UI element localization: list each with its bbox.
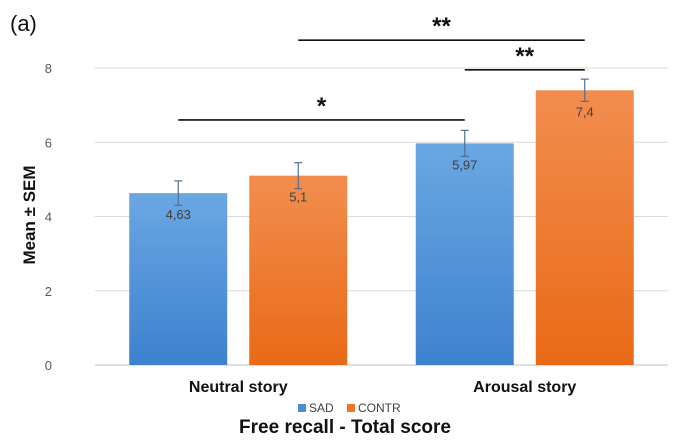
error-bars bbox=[174, 78, 589, 206]
y-tick-label: 8 bbox=[45, 61, 52, 76]
category-label: Arousal story bbox=[473, 379, 576, 396]
y-axis-title: Mean ± SEM bbox=[20, 165, 39, 264]
bar-sad bbox=[415, 143, 514, 365]
legend-label-sad: SAD bbox=[309, 401, 334, 415]
data-label: 4,63 bbox=[166, 207, 191, 222]
significance-brackets: ***** bbox=[178, 13, 585, 121]
category-label: Neutral story bbox=[189, 379, 288, 396]
significance-stars: ** bbox=[515, 43, 534, 70]
data-label: 5,97 bbox=[452, 157, 477, 172]
bar-contr bbox=[249, 175, 348, 365]
y-tick-label: 6 bbox=[45, 135, 52, 150]
panel-label: (a) bbox=[10, 11, 37, 36]
data-label: 7,4 bbox=[576, 104, 594, 119]
x-axis-title: Free recall - Total score bbox=[239, 417, 451, 438]
y-axis-ticks: 0 2 4 6 8 bbox=[45, 61, 52, 373]
data-label: 5,1 bbox=[289, 190, 307, 205]
significance-stars: * bbox=[317, 93, 327, 120]
y-tick-label: 0 bbox=[45, 358, 52, 373]
bars bbox=[129, 90, 634, 366]
y-tick-label: 4 bbox=[45, 210, 52, 225]
significance-stars: ** bbox=[432, 13, 451, 40]
legend-swatch-sad bbox=[298, 404, 306, 412]
bar-sad bbox=[129, 193, 228, 365]
legend-label-contr: CONTR bbox=[358, 401, 401, 415]
legend: SAD CONTR bbox=[298, 401, 401, 415]
legend-swatch-contr bbox=[347, 404, 355, 412]
bar-contr bbox=[535, 90, 634, 366]
category-labels: Neutral story Arousal story bbox=[189, 379, 577, 396]
data-labels: 4,63 5,1 5,97 7,4 bbox=[166, 104, 594, 222]
y-tick-label: 2 bbox=[45, 284, 52, 299]
